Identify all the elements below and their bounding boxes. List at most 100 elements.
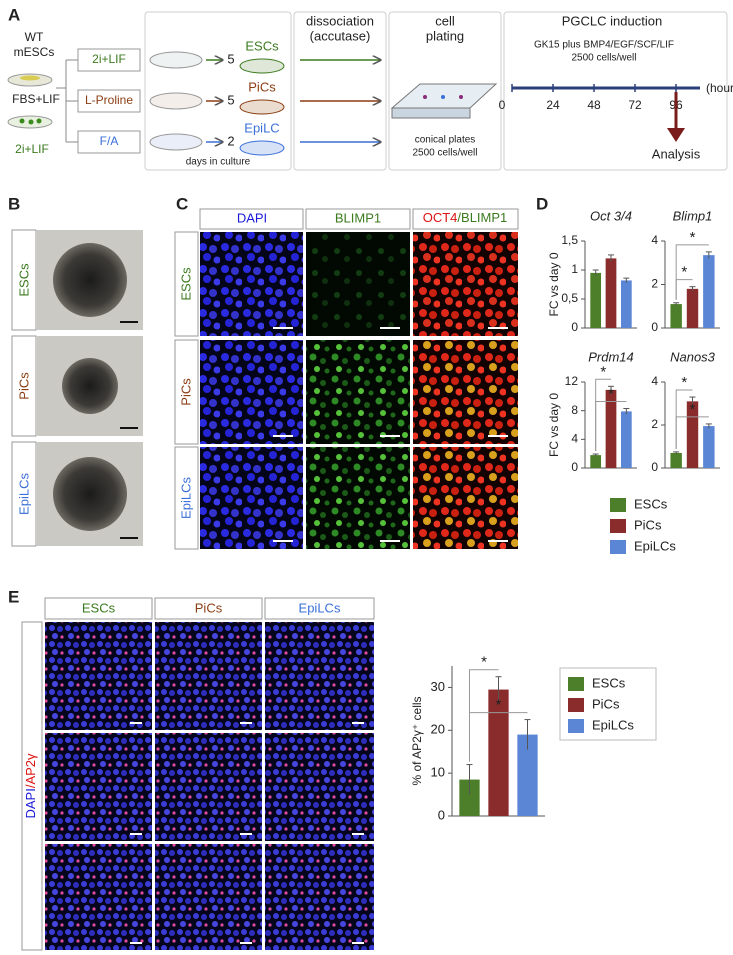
significance-star: * [496,697,502,714]
row-label-box [11,335,37,437]
timeline-label: 48 [587,98,601,112]
legend-swatch [568,677,584,691]
well [441,95,445,99]
bar [459,779,480,816]
stain-box [21,621,43,951]
cell-type: PiCs [248,79,276,94]
legend-label: ESCs [634,496,668,511]
significance-star: * [690,229,696,246]
medium: F/A [100,134,119,148]
panel-label: E [8,587,19,606]
y-axis-label: FC vs day 0 [547,252,561,316]
legend-label: ESCs [592,675,626,690]
header-box [264,597,375,620]
row-label: PiCs [16,372,31,400]
micrograph [413,447,518,549]
panel-label: B [8,194,20,213]
micrograph [200,340,303,444]
row-label-box [11,229,37,331]
step: dissociation [306,13,374,28]
micrograph [155,733,262,841]
column-header: PiCs [195,600,223,615]
dish [239,99,285,115]
column-header: DAPI [237,210,267,225]
timeline-label: 72 [628,98,642,112]
micrograph [306,232,410,336]
legend-swatch [568,719,584,733]
step: (accutase) [310,28,371,43]
row-label: ESCs [16,263,31,297]
dish [149,133,203,151]
days: 5 [227,92,234,107]
days: 5 [227,51,234,66]
days: 2 [227,133,234,148]
bar [620,280,632,328]
spheroid [53,243,127,317]
y-tick-label: 2 [651,277,658,291]
step: PGCLC induction [562,13,662,28]
chart-title: Blimp1 [673,208,713,223]
y-tick-label: 1 [571,262,578,276]
legend-swatch [610,498,626,512]
bar [620,411,632,468]
micrograph [306,447,410,549]
well [423,95,427,99]
label: WT [25,30,44,44]
panel-label: D [536,194,548,213]
spheroid [53,457,127,531]
panel-e: DAPI/AP2γ ESCs PiCs EpiLCs [21,597,375,951]
label: mESCs [14,45,55,59]
bar [703,426,715,468]
dish [239,140,285,156]
chart-title: Oct 3/4 [590,208,632,223]
well [459,95,463,99]
y-tick-label: 1,5 [561,233,578,247]
column-header: ESCs [82,600,116,615]
panel-b: ESCs PiCs EpiLCs [11,229,143,547]
chart-title: Nanos3 [670,349,716,364]
y-tick-label: 0 [651,320,658,334]
row-label: EpiLCs [178,477,193,519]
connector [56,59,78,143]
endpoint: Analysis [652,146,701,161]
section-box [293,11,387,171]
y-tick-label: 4 [651,374,658,388]
caption: GK15 plus BMP4/EGF/SCF/LIF [534,40,674,51]
stain-part: /AP2γ [23,753,38,788]
row-label: ESCs [178,267,193,301]
legend-label: EpiLCs [592,717,634,732]
micrograph [45,622,152,730]
significance-star: * [608,385,614,402]
dish [149,92,203,110]
y-tick-label: 20 [431,722,445,737]
medium: L-Proline [85,93,133,107]
significance-star: * [681,374,687,391]
caption: conical plates [415,135,476,146]
caption: 2500 cells/well [571,53,636,64]
header-box [154,597,263,620]
caption: days in culture [186,157,251,168]
condition-box [77,48,141,72]
header-box [412,208,519,230]
bar [488,689,509,816]
stain-label: DAPI/AP2γ [23,753,38,819]
timeline-label: 24 [546,98,560,112]
micrograph [45,844,152,950]
y-tick-label: 12 [565,374,579,388]
bar [605,389,617,468]
bar [605,258,617,328]
y-tick-label: 2 [651,417,658,431]
y-axis-label: FC vs day 0 [547,393,561,457]
header-box [199,208,304,230]
significance-star: * [690,401,696,418]
stain-part: DAPI [23,788,38,818]
header-box [44,597,153,620]
legend-swatch [568,698,584,712]
bar [670,304,682,328]
legend-swatch [610,540,626,554]
dish-content [20,75,40,81]
y-tick-label: 0 [651,460,658,474]
row-label-box [174,339,199,445]
bar [670,452,682,468]
